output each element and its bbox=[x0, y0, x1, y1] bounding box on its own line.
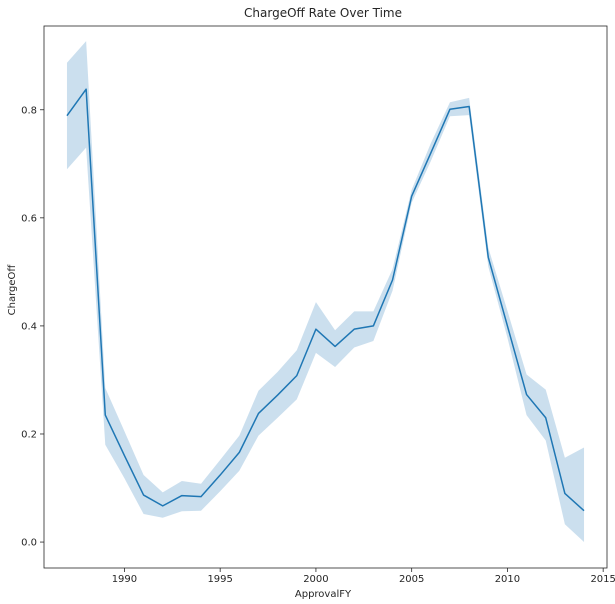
series-line bbox=[66, 88, 585, 512]
y-axis: 0.0 0.2 0.4 0.6 0.8 bbox=[21, 105, 44, 549]
y-tick-label: 0.4 bbox=[21, 321, 37, 332]
data-point bbox=[352, 327, 356, 331]
data-point bbox=[582, 509, 586, 513]
x-tick-label: 1990 bbox=[112, 574, 137, 585]
x-tick-label: 2015 bbox=[590, 574, 615, 585]
data-point bbox=[84, 87, 88, 91]
data-point bbox=[199, 495, 203, 499]
data-point bbox=[563, 491, 567, 495]
y-tick-label: 0.8 bbox=[21, 105, 37, 116]
y-tick-label: 0.6 bbox=[21, 213, 37, 224]
data-point bbox=[103, 413, 107, 417]
y-tick-label: 0.2 bbox=[21, 429, 37, 440]
data-point bbox=[161, 504, 165, 508]
data-point bbox=[467, 105, 471, 109]
data-point bbox=[448, 107, 452, 111]
data-point bbox=[391, 278, 395, 282]
data-point bbox=[371, 324, 375, 328]
data-point bbox=[333, 344, 337, 348]
data-point bbox=[256, 411, 260, 415]
data-point bbox=[544, 416, 548, 420]
data-point bbox=[295, 374, 299, 378]
x-tick-label: 2010 bbox=[495, 574, 520, 585]
data-point bbox=[142, 493, 146, 497]
chart-title: ChargeOff Rate Over Time bbox=[244, 6, 402, 20]
x-tick-label: 1995 bbox=[207, 574, 232, 585]
x-axis-label: ApprovalFY bbox=[295, 589, 352, 600]
data-point bbox=[429, 151, 433, 155]
data-point bbox=[314, 327, 318, 331]
data-point bbox=[505, 324, 509, 328]
data-point bbox=[180, 494, 184, 498]
plot-frame bbox=[43, 25, 608, 569]
data-point bbox=[65, 114, 69, 118]
data-point bbox=[410, 194, 414, 198]
data-point bbox=[486, 255, 490, 259]
data-point bbox=[218, 473, 222, 477]
confidence-band bbox=[66, 41, 585, 543]
y-axis-label: ChargeOff bbox=[7, 264, 18, 316]
data-point bbox=[276, 393, 280, 397]
data-point bbox=[122, 454, 126, 458]
x-tick-label: 2005 bbox=[399, 574, 424, 585]
plot-area bbox=[65, 41, 586, 543]
data-point bbox=[237, 450, 241, 454]
y-tick-label: 0.0 bbox=[21, 538, 37, 549]
x-axis: 1990 1995 2000 2005 2010 2015 bbox=[112, 568, 615, 585]
data-point bbox=[525, 393, 529, 397]
x-tick-label: 2000 bbox=[303, 574, 328, 585]
